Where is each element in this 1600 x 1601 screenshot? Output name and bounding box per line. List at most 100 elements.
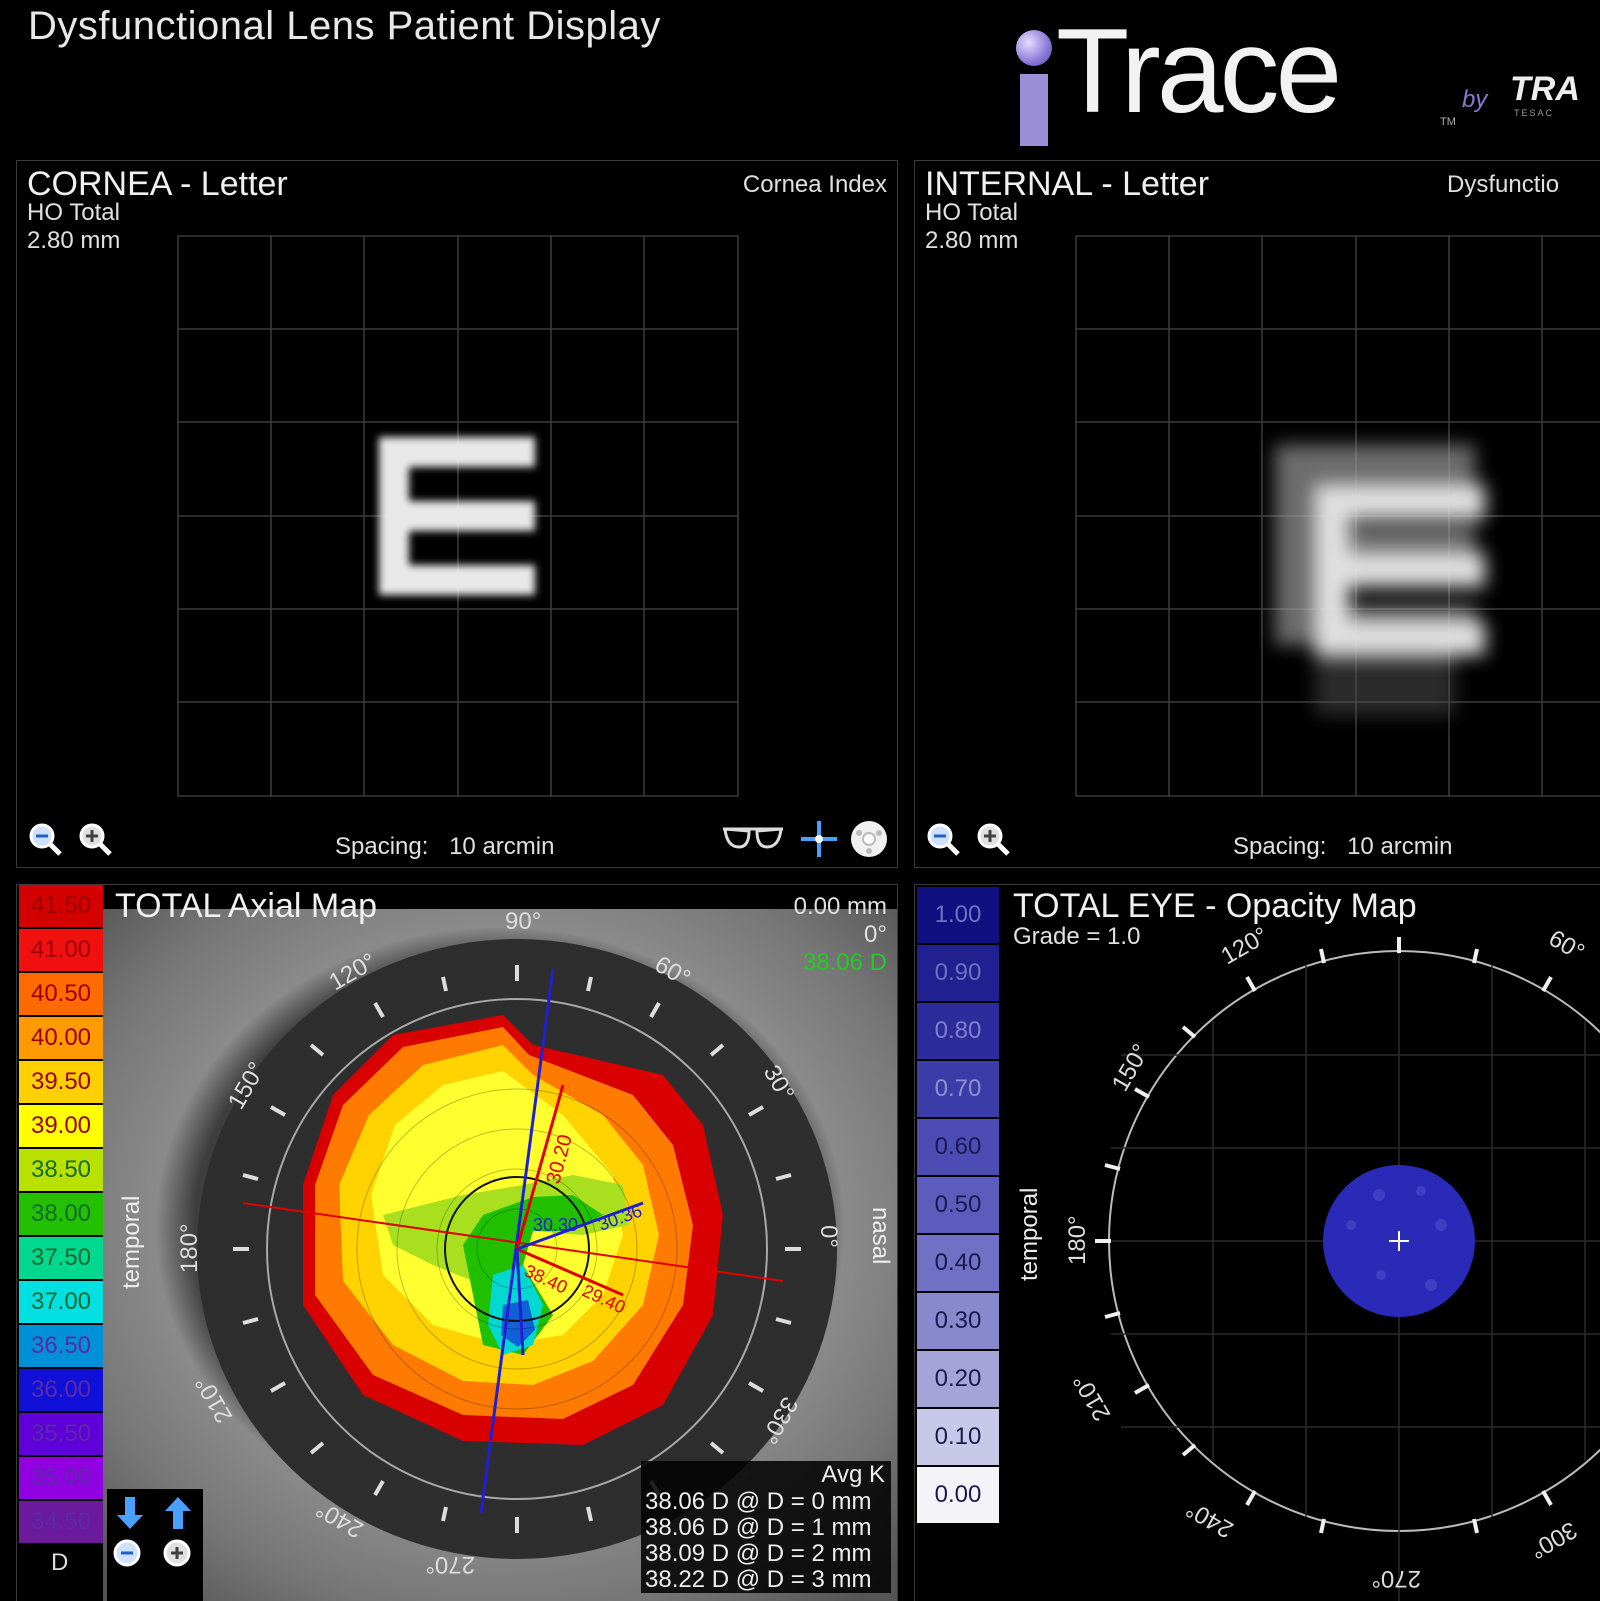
axial-scale-cell: 37.00 — [19, 1281, 103, 1323]
axial-angle-180: 180° — [176, 1223, 203, 1273]
opacity-scale-cell: 0.40 — [917, 1235, 999, 1291]
internal-letter-e — [1275, 445, 1485, 715]
axial-angle-0: 0° — [815, 1225, 842, 1248]
axial-arrow-down-icon[interactable] — [117, 1497, 143, 1529]
opacity-tick-ring — [1095, 937, 1553, 1534]
internal-letter-panel: INTERNAL - Letter HO Total 2.80 mm Dysfu… — [914, 160, 1600, 868]
axial-info-deg: 0° — [864, 921, 887, 948]
internal-panel-sub1: HO Total — [925, 199, 1018, 226]
axial-scale-cell: 41.50 — [19, 885, 103, 927]
axial-info-mm: 0.00 mm — [793, 893, 887, 920]
opacity-scale-cell: 0.70 — [917, 1061, 999, 1117]
opacity-angle-240: 240° — [1182, 1495, 1238, 1543]
zoom-in-icon[interactable] — [77, 821, 113, 857]
axial-scale-cell: 36.00 — [19, 1369, 103, 1411]
axial-panel-title: TOTAL Axial Map — [115, 887, 378, 925]
avg-k-table: Avg K 38.06 D @ D = 0 mm 38.06 D @ D = 1… — [641, 1461, 891, 1593]
axial-arrow-up-icon[interactable] — [165, 1497, 191, 1529]
internal-panel-sub2: 2.80 mm — [925, 227, 1019, 254]
opacity-map-panel: 1.00 0.90 0.80 0.70 0.60 0.50 0.40 0.30 0.20 0.10… — [914, 884, 1600, 1601]
cornea-letter-grid — [177, 235, 739, 797]
zoom-in-icon[interactable] — [975, 821, 1011, 857]
zoom-out-icon[interactable] — [925, 821, 961, 857]
logo-company: TRA — [1510, 70, 1580, 108]
axial-temporal-label: temporal — [118, 1196, 145, 1289]
opacity-scale-cell: 0.20 — [917, 1351, 999, 1407]
internal-panel-title: INTERNAL - Letter — [925, 165, 1210, 203]
internal-spacing-label: Spacing: — [1233, 833, 1327, 860]
glasses-icon[interactable] — [721, 823, 785, 853]
axial-zoom-out-icon[interactable] — [113, 1539, 141, 1567]
opacity-scale-cell: 0.60 — [917, 1119, 999, 1175]
axial-scale-cell: 40.00 — [19, 1017, 103, 1059]
axial-scale-cell: 38.50 — [19, 1149, 103, 1191]
opacity-scale-cell: 0.00 — [917, 1467, 999, 1523]
opacity-angle-150: 150° — [1107, 1040, 1155, 1096]
axial-scale-unit: D — [51, 1549, 69, 1576]
logo-brand-text: Trace — [1056, 4, 1342, 138]
logo-by: by — [1462, 86, 1488, 113]
opacity-scale-cell: 0.80 — [917, 1003, 999, 1059]
axial-scale-cell: 38.00 — [19, 1193, 103, 1235]
opacity-center-crosshair — [1389, 1231, 1409, 1251]
logo-i-stem — [1020, 74, 1048, 146]
axial-scale-cell: 36.50 — [19, 1325, 103, 1367]
internal-spacing-value: 10 arcmin — [1347, 833, 1453, 860]
cornea-index-label[interactable]: Cornea Index — [742, 171, 887, 198]
axial-scale-cell: 37.50 — [19, 1237, 103, 1279]
axial-color-map — [303, 1015, 723, 1445]
avg-k-row: 38.09 D @ D = 2 mm — [645, 1540, 872, 1567]
opacity-angle-210: 210° — [1068, 1369, 1116, 1425]
cornea-panel-sub2: 2.80 mm — [27, 227, 121, 254]
opacity-scale-cell: 0.50 — [917, 1177, 999, 1233]
axial-tick-ring — [233, 965, 801, 1533]
logo-company-sub: TESAC — [1514, 108, 1555, 118]
opacity-panel-title: TOTAL EYE - Opacity Map — [1013, 887, 1417, 925]
avg-k-header: Avg K — [821, 1461, 885, 1488]
axial-nasal-label: nasal — [867, 1207, 894, 1264]
axial-scale-cell: 40.50 — [19, 973, 103, 1015]
axial-info: 0.00 mm 0° 38.06 D — [794, 893, 887, 977]
cornea-spacing-value: 10 arcmin — [449, 833, 555, 860]
opacity-temporal-label: temporal — [1016, 1188, 1043, 1281]
avg-k-row: 38.06 D @ D = 1 mm — [645, 1514, 872, 1541]
opacity-angle-120: 120° — [1217, 925, 1273, 970]
axial-scale-cell: 39.00 — [19, 1105, 103, 1147]
axial-zoom-in-icon[interactable] — [163, 1539, 191, 1567]
internal-spacing: Spacing: 10 arcmin — [1233, 833, 1452, 861]
cornea-spacing: Spacing: 10 arcmin — [335, 833, 554, 861]
page-title: Dysfunctional Lens Patient Display — [28, 4, 661, 48]
opacity-angle-60: 60° — [1544, 925, 1589, 966]
opacity-map-view[interactable]: 120° 60° 150° 180° 210° 240° 270° 300° t… — [1001, 925, 1600, 1601]
axial-color-scale: 41.50 41.00 40.50 40.00 39.50 39.00 38.50 38.00… — [19, 885, 103, 1545]
avg-k-row: 38.06 D @ D = 0 mm — [645, 1488, 872, 1515]
internal-letter-grid — [1075, 235, 1600, 797]
axial-scale-cell: 34.50 — [19, 1501, 103, 1543]
cornea-panel-title: CORNEA - Letter — [27, 165, 288, 203]
opacity-scale-cell: 1.00 — [917, 887, 999, 943]
axial-scale-cell: 35.50 — [19, 1413, 103, 1455]
axial-map-view[interactable]: 30.20 30.30 29.40 38.40 30.36 90° 60° 30… — [103, 885, 897, 1601]
logo-tm: TM — [1440, 116, 1456, 128]
itrace-logo: Trace TM by TRA TESAC — [1010, 4, 1600, 146]
axial-map-panel: 30.20 30.30 29.40 38.40 30.36 90° 60° 30… — [16, 884, 898, 1601]
target-icon[interactable] — [849, 819, 889, 859]
cornea-letter-e — [379, 437, 535, 595]
crosshair-icon[interactable] — [799, 819, 839, 859]
zoom-out-icon[interactable] — [27, 821, 63, 857]
axial-angle-270: 270° — [425, 1551, 475, 1578]
cornea-panel-sub1: HO Total — [27, 199, 120, 226]
logo-dot — [1016, 30, 1052, 66]
opacity-angle-270: 270° — [1371, 1565, 1421, 1592]
axial-scale-cell: 41.00 — [19, 929, 103, 971]
avg-k-row: 38.22 D @ D = 3 mm — [645, 1566, 872, 1593]
cornea-spacing-label: Spacing: — [335, 833, 429, 860]
axial-angle-90: 90° — [505, 908, 541, 935]
axial-scale-cell: 39.50 — [19, 1061, 103, 1103]
internal-index-label[interactable]: Dysfunctio — [1447, 171, 1560, 198]
opacity-scale-cell: 0.10 — [917, 1409, 999, 1465]
opacity-angle-300: 300° — [1525, 1516, 1581, 1564]
axial-info-d: 38.06 D — [802, 949, 887, 976]
opacity-scale-cell: 0.30 — [917, 1293, 999, 1349]
axial-scale-cell: 35.00 — [19, 1457, 103, 1499]
